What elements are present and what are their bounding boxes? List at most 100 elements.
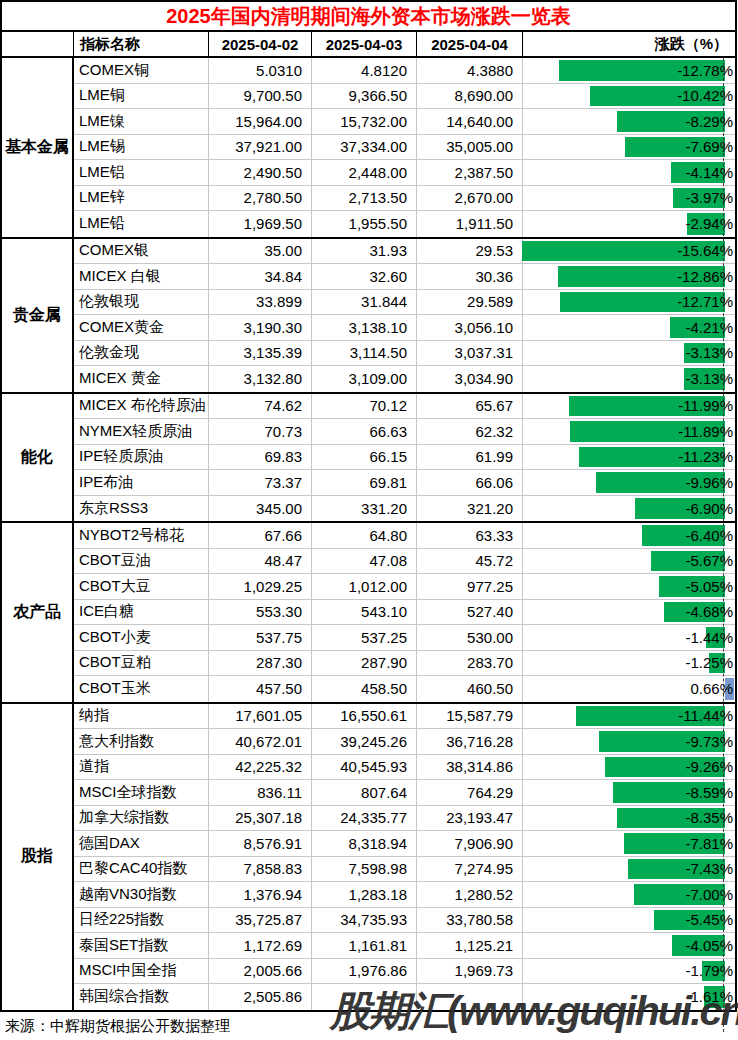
value-cell: 30.36: [417, 264, 523, 290]
change-cell: -6.40%: [523, 523, 735, 549]
change-label: -8.35%: [685, 806, 733, 831]
value-cell: 35.00: [209, 239, 312, 265]
value-cell: 4.8120: [312, 58, 417, 84]
value-cell: 24,335.77: [312, 806, 417, 832]
indicator-name-cell: 东京RSS3: [74, 496, 209, 522]
change-label: -5.05%: [685, 574, 733, 599]
indicator-name-cell: CBOT豆油: [74, 549, 209, 575]
change-cell: -1.61%: [523, 984, 735, 1010]
value-cell: 61.99: [417, 445, 523, 471]
indicator-name-cell: LME锌: [74, 186, 209, 212]
value-cell: [312, 984, 417, 1010]
value-cell: 1,911.50: [417, 211, 523, 237]
section-3: 能化MICEX 布伦特原油74.6270.1265.67-11.99%NYMEX…: [2, 394, 735, 524]
value-cell: 1,976.86: [312, 959, 417, 985]
value-cell: 63.33: [417, 523, 523, 549]
indicator-name-cell: 加拿大综指数: [74, 806, 209, 832]
value-cell: 1,125.21: [417, 933, 523, 959]
value-cell: 345.00: [209, 496, 312, 522]
change-cell: -4.68%: [523, 600, 735, 626]
indicator-name-cell: COMEX银: [74, 239, 209, 265]
change-label: -4.21%: [685, 315, 733, 340]
value-cell: 23,193.47: [417, 806, 523, 832]
indicator-name-cell: MSCI全球指数: [74, 780, 209, 806]
value-cell: 2,505.86: [209, 984, 312, 1010]
source-note: 来源：中辉期货根据公开数据整理: [0, 1012, 738, 1040]
value-cell: 64.80: [312, 523, 417, 549]
change-cell: -5.67%: [523, 549, 735, 575]
section-5: 股指纳指17,601.0516,550.6115,587.79-11.44%意大…: [2, 704, 735, 1010]
indicator-name-cell: NYMEX轻质原油: [74, 419, 209, 445]
value-cell: 283.70: [417, 651, 523, 677]
indicator-name-cell: COMEX铜: [74, 58, 209, 84]
change-cell: -11.99%: [523, 394, 735, 420]
value-cell: 37,334.00: [312, 135, 417, 161]
indicator-name-cell: 巴黎CAC40指数: [74, 857, 209, 883]
category-cell: 基本金属: [2, 58, 74, 237]
change-cell: -9.96%: [523, 470, 735, 496]
change-cell: -10.42%: [523, 84, 735, 110]
change-cell: -9.73%: [523, 729, 735, 755]
change-label: -7.00%: [685, 882, 733, 907]
value-cell: 66.15: [312, 445, 417, 471]
indicator-name-cell: 泰国SET指数: [74, 933, 209, 959]
section-2: 贵金属COMEX银35.0031.9329.53-15.64%MICEX 白银3…: [2, 239, 735, 394]
indicator-name-cell: 韩国综合指数: [74, 984, 209, 1010]
table-header-row: 指标名称 2025-04-02 2025-04-03 2025-04-04 涨跌…: [2, 32, 735, 58]
value-cell: 457.50: [209, 676, 312, 702]
change-label: -5.45%: [685, 908, 733, 933]
section-1: 基本金属COMEX铜5.03104.81204.3880-12.78%LME铜9…: [2, 58, 735, 239]
indicator-name-cell: 伦敦银现: [74, 290, 209, 316]
value-cell: 1,283.18: [312, 882, 417, 908]
page-title: 2025年国内清明期间海外资本市场涨跌一览表: [2, 2, 735, 32]
table-frame: 2025年国内清明期间海外资本市场涨跌一览表 指标名称 2025-04-02 2…: [0, 0, 737, 1012]
indicator-name-cell: CBOT大豆: [74, 574, 209, 600]
value-cell: 33.899: [209, 290, 312, 316]
indicator-name-cell: 越南VN30指数: [74, 882, 209, 908]
value-cell: 66.63: [312, 419, 417, 445]
value-cell: 3,109.00: [312, 366, 417, 392]
value-cell: 3,034.90: [417, 366, 523, 392]
indicator-name-cell: CBOT玉米: [74, 676, 209, 702]
change-cell: -7.69%: [523, 135, 735, 161]
change-label: -11.89%: [678, 419, 733, 444]
value-cell: 40,672.01: [209, 729, 312, 755]
change-label: -8.59%: [685, 780, 733, 805]
indicator-name-cell: ICE白糖: [74, 600, 209, 626]
value-cell: 460.50: [417, 676, 523, 702]
indicator-name-cell: IPE轻质原油: [74, 445, 209, 471]
change-cell: -12.86%: [523, 264, 735, 290]
header-date-3: 2025-04-04: [417, 32, 523, 56]
section-4: 农产品NYBOT2号棉花67.6664.8063.33-6.40%CBOT豆油4…: [2, 523, 735, 704]
value-cell: 31.93: [312, 239, 417, 265]
value-cell: 65.67: [417, 394, 523, 420]
value-cell: 4.3880: [417, 58, 523, 84]
change-cell: -12.78%: [523, 58, 735, 84]
value-cell: 8,690.00: [417, 84, 523, 110]
change-label: -4.68%: [685, 600, 733, 625]
table-body: 基本金属COMEX铜5.03104.81204.3880-12.78%LME铜9…: [2, 58, 735, 1010]
value-cell: 70.73: [209, 419, 312, 445]
value-cell: 2,670.00: [417, 186, 523, 212]
value-cell: 3,138.10: [312, 315, 417, 341]
category-cell: 农产品: [2, 523, 74, 702]
change-cell: -7.81%: [523, 831, 735, 857]
change-cell: -3.97%: [523, 186, 735, 212]
value-cell: 1,029.25: [209, 574, 312, 600]
value-cell: 67.66: [209, 523, 312, 549]
value-cell: 1,969.50: [209, 211, 312, 237]
value-cell: 543.10: [312, 600, 417, 626]
change-label: -11.23%: [678, 445, 733, 470]
indicator-name-cell: COMEX黄金: [74, 315, 209, 341]
value-cell: 3,114.50: [312, 341, 417, 367]
change-cell: -3.13%: [523, 341, 735, 367]
value-cell: 73.37: [209, 470, 312, 496]
change-label: -11.99%: [678, 394, 733, 419]
category-cell: 贵金属: [2, 239, 74, 392]
indicator-name-cell: 伦敦金现: [74, 341, 209, 367]
value-cell: 66.06: [417, 470, 523, 496]
change-label: -11.44%: [678, 704, 733, 729]
value-cell: 31.844: [312, 290, 417, 316]
value-cell: 5.0310: [209, 58, 312, 84]
value-cell: 321.20: [417, 496, 523, 522]
